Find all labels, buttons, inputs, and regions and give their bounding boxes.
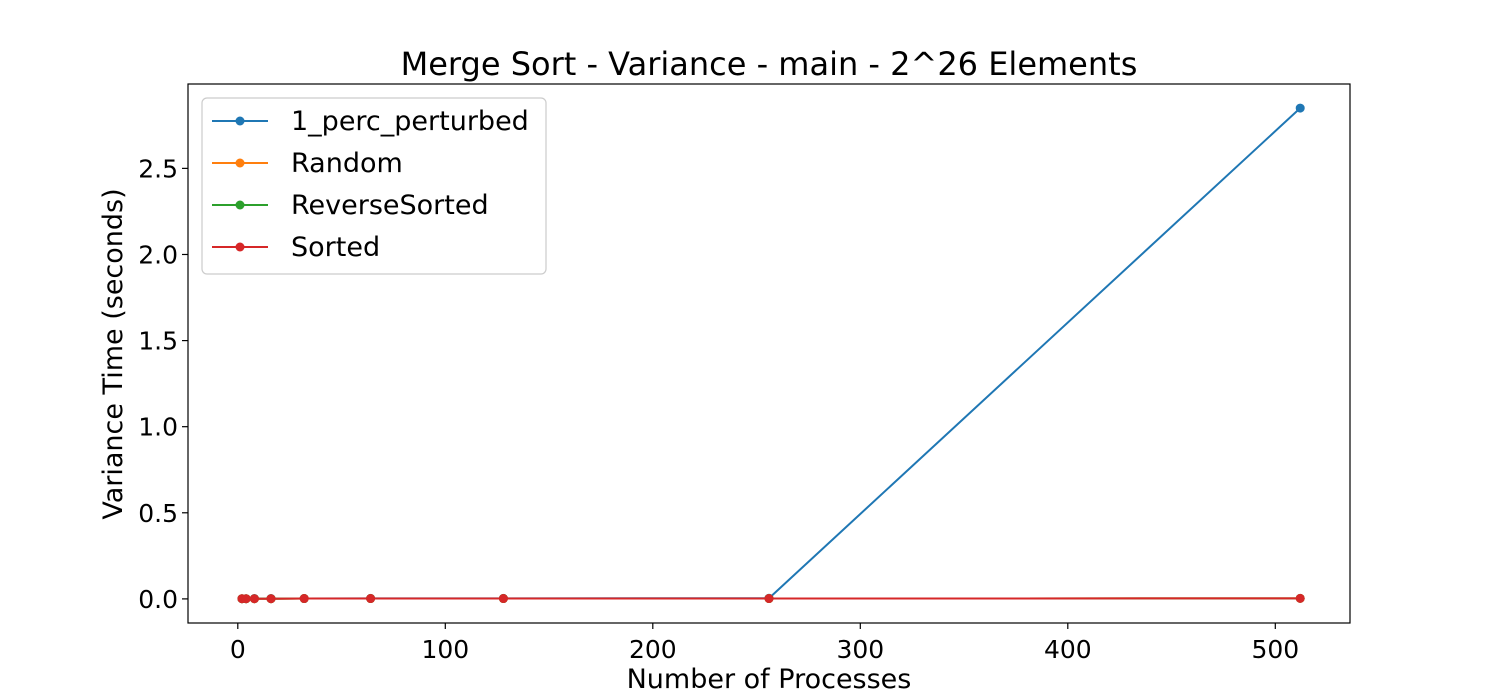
data-point-sorted (241, 594, 251, 604)
y-tick-label: 1.0 (138, 413, 178, 442)
legend-box (201, 97, 547, 275)
x-tick-label: 300 (836, 635, 884, 664)
legend-label: 1_perc_perturbed (291, 106, 529, 137)
data-point-sorted (266, 594, 276, 604)
legend-label: Sorted (291, 232, 380, 263)
y-tick-label: 2.5 (138, 154, 178, 183)
x-tick-label: 200 (629, 635, 677, 664)
data-point-sorted (1295, 593, 1305, 603)
series-sorted (237, 593, 1305, 604)
legend-item-random: Random (212, 148, 403, 179)
legend-item-1-perc-perturbed: 1_perc_perturbed (212, 106, 529, 137)
y-tick-label: 1.5 (138, 327, 178, 356)
plot-series (237, 103, 1305, 604)
data-point-sorted (498, 594, 508, 604)
axis-ticks: 0 100 200 300 400 500 0.0 0.5 1.0 1.5 2.0 2.5 (138, 154, 1299, 664)
legend: 1_perc_perturbed Random ReverseSorted Sorte… (201, 97, 547, 275)
data-point-sorted (366, 594, 376, 604)
legend-label: Random (291, 148, 403, 179)
data-point-1-perc-perturbed (1295, 103, 1305, 113)
y-axis-label: Variance Time (seconds) (98, 188, 129, 519)
data-point-sorted (299, 594, 309, 604)
x-tick-label: 500 (1251, 635, 1299, 664)
x-tick-label: 0 (230, 635, 246, 664)
data-point-sorted (249, 594, 259, 604)
legend-marker-icon (235, 116, 245, 126)
y-tick-label: 0.0 (138, 585, 178, 614)
legend-marker-icon (235, 242, 245, 252)
chart-title: Merge Sort - Variance - main - 2^26 Elem… (401, 45, 1138, 83)
x-axis-label: Number of Processes (627, 664, 912, 695)
legend-marker-icon (235, 200, 245, 210)
x-tick-label: 400 (1044, 635, 1092, 664)
y-tick-label: 0.5 (138, 499, 178, 528)
x-tick-label: 100 (421, 635, 469, 664)
legend-marker-icon (235, 158, 245, 168)
legend-item-sorted: Sorted (212, 232, 380, 263)
y-tick-label: 2.0 (138, 240, 178, 269)
legend-label: ReverseSorted (291, 190, 489, 221)
plot-area-frame (187, 83, 1351, 624)
data-point-sorted (764, 594, 774, 604)
legend-item-reversesorted: ReverseSorted (212, 190, 489, 221)
